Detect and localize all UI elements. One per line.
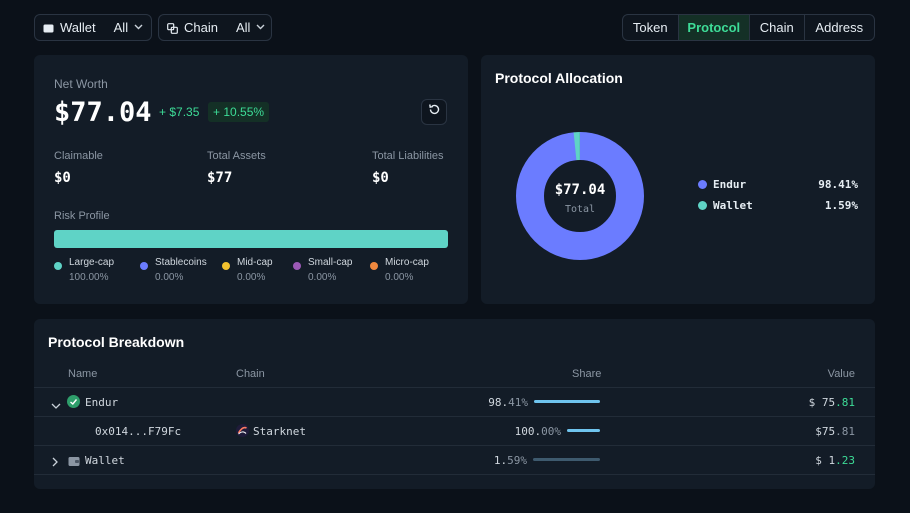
table-row-endur[interactable]: Endur 98.41% $ 75.81 — [34, 388, 875, 416]
legend-name: Wallet — [713, 199, 753, 212]
table-row-address[interactable]: 0x014...F79Fc Starknet 100.00% $75.81 — [34, 417, 875, 445]
row-value: $ 1.23 — [815, 454, 855, 467]
row-share: 1.59% — [493, 454, 527, 467]
row-divider — [34, 445, 875, 446]
column-header-value[interactable]: Value — [827, 368, 855, 380]
legend-dot — [140, 262, 148, 270]
wallet-icon — [43, 22, 54, 33]
legend-dot — [54, 262, 62, 270]
chevron-down-icon — [134, 22, 143, 33]
legend-name: Stablecoins — [155, 257, 207, 268]
chain-filter[interactable]: Chain All — [158, 14, 272, 41]
total-assets-value: $77 — [207, 170, 233, 186]
share-bar — [533, 458, 600, 461]
legend-pct: 98.41% — [818, 178, 858, 191]
total-assets-label: Total Assets — [207, 150, 266, 162]
row-share: 98.41% — [488, 396, 528, 409]
net-worth-value: $77.04 — [54, 97, 152, 128]
tab-chain[interactable]: Chain — [750, 15, 805, 40]
row-share: 100.00% — [514, 425, 561, 438]
claimable-value: $0 — [54, 170, 71, 186]
column-header-chain[interactable]: Chain — [236, 368, 265, 380]
donut-center-label: Total — [565, 204, 595, 215]
tab-protocol[interactable]: Protocol — [678, 15, 750, 40]
net-worth-label: Net Worth — [54, 77, 108, 91]
legend-dot — [698, 201, 707, 210]
row-divider — [34, 416, 875, 417]
legend-dot — [293, 262, 301, 270]
row-name: 0x014...F79Fc — [95, 425, 182, 438]
net-worth-change: + $7.35 — [159, 105, 200, 119]
tab-token[interactable]: Token — [623, 15, 679, 40]
row-divider — [34, 387, 875, 388]
wallet-filter-value: All — [113, 20, 129, 35]
net-worth-card: Net Worth $77.04 + $7.35 + 10.55% Claima… — [34, 55, 468, 304]
legend-name: Small-cap — [308, 257, 353, 268]
donut-slice-wallet — [516, 132, 644, 260]
total-liabilities-label: Total Liabilities — [372, 150, 444, 162]
legend-pct: 0.00% — [308, 272, 337, 283]
legend-name: Endur — [713, 178, 747, 191]
wallet-filter[interactable]: Wallet All — [34, 14, 152, 41]
donut-center-value: $77.04 — [555, 182, 606, 198]
chevron-down-icon — [256, 22, 265, 33]
endur-logo-icon — [67, 395, 80, 413]
refresh-icon — [428, 103, 441, 121]
protocol-allocation-card: Protocol Allocation $77.04 Total Endur 9… — [481, 55, 875, 304]
refresh-button[interactable] — [421, 99, 447, 125]
risk-profile-label: Risk Profile — [54, 210, 110, 222]
column-header-name[interactable]: Name — [68, 368, 98, 380]
risk-profile-bar — [54, 230, 448, 248]
chain-filter-value: All — [235, 20, 251, 35]
legend-name: Micro-cap — [385, 257, 429, 268]
protocol-breakdown-card: Protocol Breakdown Name Chain Share Valu… — [34, 319, 875, 489]
share-bar — [567, 429, 600, 432]
breakdown-title: Protocol Breakdown — [48, 334, 185, 350]
total-liabilities-value: $0 — [372, 170, 389, 186]
claimable-label: Claimable — [54, 150, 103, 162]
chevron-down-icon[interactable] — [51, 397, 61, 415]
legend-pct: 0.00% — [237, 272, 266, 283]
row-name: Endur — [85, 396, 119, 409]
table-row-wallet[interactable]: Wallet 1.59% $ 1.23 — [34, 446, 875, 474]
allocation-donut-chart: $77.04 Total — [516, 132, 644, 260]
row-name: Wallet — [85, 454, 125, 467]
tab-address[interactable]: Address — [815, 20, 864, 35]
legend-pct: 0.00% — [385, 272, 414, 283]
column-header-share[interactable]: Share — [572, 368, 602, 380]
row-chain: Starknet — [253, 425, 306, 438]
allocation-title: Protocol Allocation — [495, 70, 623, 86]
row-value: $ 75.81 — [808, 396, 855, 409]
risk-profile-fill — [54, 230, 448, 248]
chevron-right-icon[interactable] — [52, 454, 59, 472]
donut-slice-endur — [516, 132, 644, 260]
legend-pct: 1.59% — [824, 199, 858, 212]
legend-name: Mid-cap — [237, 257, 273, 268]
share-bar — [534, 400, 600, 403]
wallet-filter-label: Wallet — [60, 20, 96, 35]
legend-pct: 0.00% — [155, 272, 184, 283]
legend-dot — [370, 262, 378, 270]
view-tabs: Token Protocol Chain Address — [622, 14, 875, 41]
chain-filter-label: Chain — [184, 20, 218, 35]
chain-icon — [167, 22, 178, 34]
legend-pct: 100.00% — [69, 272, 109, 283]
legend-dot — [222, 262, 230, 270]
wallet-icon — [68, 454, 80, 472]
row-divider — [34, 474, 875, 475]
starknet-icon — [236, 424, 249, 442]
legend-dot — [698, 180, 707, 189]
net-worth-change-pct: + 10.55% — [208, 102, 270, 122]
row-value: $75.81 — [815, 425, 855, 438]
legend-name: Large-cap — [69, 257, 115, 268]
